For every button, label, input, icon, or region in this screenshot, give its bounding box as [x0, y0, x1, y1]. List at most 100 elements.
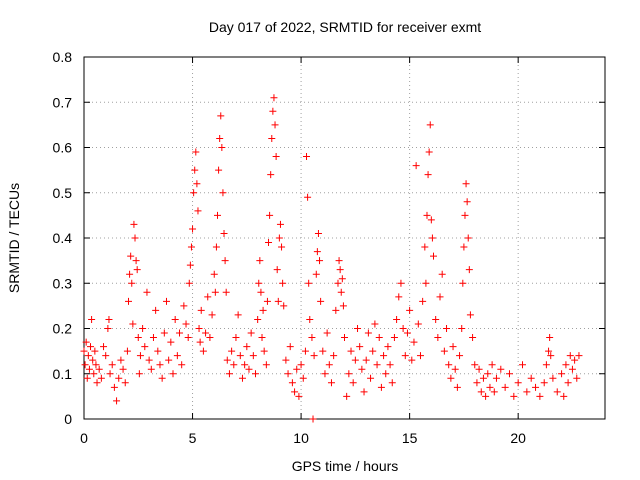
data-point [313, 248, 321, 256]
data-point [338, 275, 346, 283]
data-point [165, 356, 173, 364]
data-point [303, 153, 311, 161]
data-point [341, 334, 348, 342]
y-tick-label: 0.2 [53, 321, 73, 337]
data-point [424, 171, 432, 179]
data-point [347, 347, 355, 355]
data-point [255, 279, 263, 287]
data-point [178, 361, 186, 369]
data-point [221, 257, 229, 265]
data-point [364, 329, 372, 337]
data-point [139, 325, 147, 332]
data-point [334, 279, 342, 287]
data-point [367, 374, 375, 382]
data-point [325, 361, 333, 369]
data-point [456, 352, 464, 360]
data-point [223, 356, 231, 364]
x-tick-label: 0 [80, 430, 88, 446]
x-tick-label: 10 [293, 430, 309, 446]
data-point [243, 343, 251, 351]
data-point [388, 379, 396, 387]
data-point [369, 347, 377, 355]
y-tick-label: 0 [64, 411, 72, 427]
data-point [232, 334, 240, 342]
data-point [278, 243, 286, 251]
data-point [540, 379, 548, 387]
data-point [249, 352, 257, 360]
data-point [196, 338, 204, 346]
x-tick-label: 15 [402, 430, 418, 446]
data-point [245, 365, 253, 373]
y-axis-label: SRMTID / TECUs [6, 183, 22, 293]
data-point [373, 361, 381, 369]
data-point [519, 361, 527, 369]
data-point [546, 334, 554, 342]
data-point [339, 302, 347, 310]
data-point [267, 171, 275, 179]
data-point [171, 315, 179, 323]
data-point [414, 320, 422, 328]
data-point [182, 320, 190, 328]
data-point [406, 306, 414, 314]
data-point [184, 334, 192, 342]
data-point [360, 388, 368, 396]
data-point [82, 338, 90, 346]
data-point [473, 379, 481, 387]
data-point [268, 134, 276, 142]
y-tick-label: 0.8 [53, 49, 73, 65]
y-tick-label: 0.6 [53, 140, 73, 156]
data-point [356, 343, 364, 351]
data-point [80, 347, 88, 355]
data-point [149, 334, 157, 342]
data-point [492, 374, 500, 382]
data-point [327, 379, 335, 387]
data-point [421, 243, 429, 251]
data-point [251, 370, 259, 378]
x-tick-label: 20 [510, 430, 526, 446]
data-point [280, 302, 288, 310]
data-point [397, 279, 405, 287]
data-point [432, 315, 440, 323]
data-point [573, 374, 581, 382]
data-point [295, 392, 303, 400]
data-point [218, 144, 226, 151]
data-point [91, 347, 99, 355]
data-point [482, 392, 490, 400]
data-point [395, 293, 403, 301]
data-point [445, 361, 453, 369]
data-point [134, 334, 142, 342]
data-point [180, 302, 188, 310]
data-point [343, 392, 351, 400]
data-point [309, 415, 317, 423]
data-point [173, 352, 181, 360]
data-point [479, 374, 487, 382]
data-point [375, 334, 383, 342]
data-point [428, 234, 436, 242]
y-tick-label: 0.5 [53, 185, 73, 201]
data-point [89, 356, 97, 364]
data-point [337, 288, 345, 296]
data-point [336, 266, 344, 274]
data-point [206, 334, 214, 342]
data-point [284, 370, 292, 378]
data-point [85, 365, 93, 373]
data-point [422, 279, 430, 287]
data-point [430, 252, 438, 260]
data-point [176, 329, 184, 337]
data-point [354, 325, 362, 332]
data-point [335, 257, 343, 265]
data-point [471, 361, 479, 369]
data-point [564, 379, 572, 387]
data-point [288, 379, 296, 387]
data-point [273, 266, 281, 274]
data-point [187, 243, 195, 251]
data-point [466, 311, 474, 319]
data-point [275, 234, 283, 242]
data-point [197, 306, 205, 314]
data-point [463, 198, 471, 206]
data-point [501, 383, 509, 391]
data-point [123, 347, 131, 355]
data-point [186, 261, 194, 269]
data-point [214, 211, 222, 219]
data-point [93, 379, 101, 387]
